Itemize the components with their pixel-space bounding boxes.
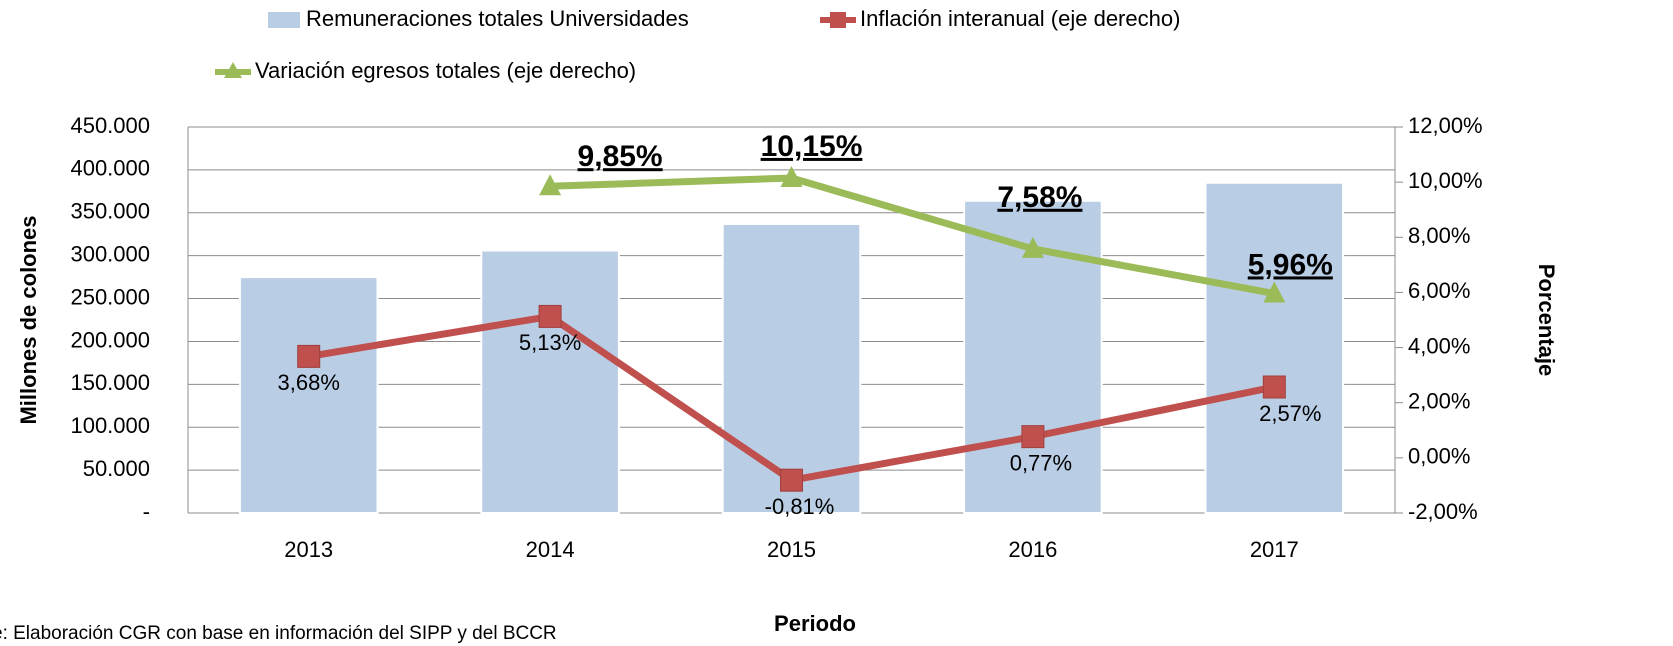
marker [539, 174, 562, 196]
legend-marker [830, 12, 846, 28]
bar [721, 222, 862, 514]
legend-marker [224, 62, 242, 78]
y-tick-label: 150.000 [70, 370, 150, 395]
data-label: 5,13% [519, 330, 581, 355]
marker [1021, 425, 1045, 449]
x-tick-label: 2013 [284, 537, 333, 562]
bar [480, 249, 620, 515]
y2-tick-label: 2,00% [1408, 389, 1470, 414]
legend-label: Variación egresos totales (eje derecho) [255, 58, 636, 83]
data-label: 0,77% [1010, 450, 1072, 475]
y2-tick-label: 12,00% [1408, 113, 1483, 138]
y-tick-label: 400.000 [70, 156, 150, 181]
source-note: e: Elaboración CGR con base en informaci… [0, 623, 557, 644]
y2-tick-label: -2,00% [1408, 499, 1478, 524]
bar [238, 276, 379, 514]
y-tick-label: - [143, 499, 150, 524]
data-label: 5,96% [1248, 248, 1333, 281]
y2-tick-label: 10,00% [1408, 168, 1483, 193]
y-tick-label: 450.000 [70, 113, 150, 138]
marker [297, 344, 321, 368]
data-label: 10,15% [761, 130, 863, 163]
marker [1021, 236, 1044, 258]
y-axis-title: Millones de colones [16, 215, 41, 424]
y2-tick-label: 8,00% [1408, 223, 1470, 248]
bar [1204, 181, 1345, 514]
x-tick-label: 2014 [526, 537, 575, 562]
marker [1262, 375, 1286, 399]
x-tick-label: 2016 [1008, 537, 1057, 562]
data-label: 2,57% [1259, 401, 1321, 426]
marker [780, 468, 803, 492]
y2-tick-label: 6,00% [1408, 278, 1470, 303]
marker [1263, 281, 1286, 303]
line [549, 174, 1275, 297]
legend-label: Remuneraciones totales Universidades [306, 6, 689, 31]
y-tick-label: 200.000 [70, 327, 150, 352]
y-tick-label: 250.000 [70, 284, 150, 309]
y-tick-label: 350.000 [70, 199, 150, 224]
y-tick-label: 50.000 [83, 456, 150, 481]
data-label: -0,81% [765, 494, 835, 519]
marker [538, 304, 562, 328]
data-label: 7,58% [997, 181, 1082, 214]
x-tick-label: 2015 [767, 537, 816, 562]
y2-tick-label: 0,00% [1408, 444, 1470, 469]
y-tick-label: 100.000 [70, 413, 150, 438]
data-label: 9,85% [578, 140, 663, 173]
x-tick-label: 2017 [1250, 537, 1299, 562]
legend-label: Inflación interanual (eje derecho) [860, 6, 1180, 31]
y-tick-label: 300.000 [70, 241, 150, 266]
legend-swatch [268, 12, 300, 28]
x-axis-title: Periodo [774, 611, 856, 636]
marker [780, 166, 803, 188]
y2-tick-label: 4,00% [1408, 333, 1470, 358]
data-label: 3,68% [278, 370, 340, 395]
y2-axis-title: Porcentaje [1534, 264, 1559, 377]
